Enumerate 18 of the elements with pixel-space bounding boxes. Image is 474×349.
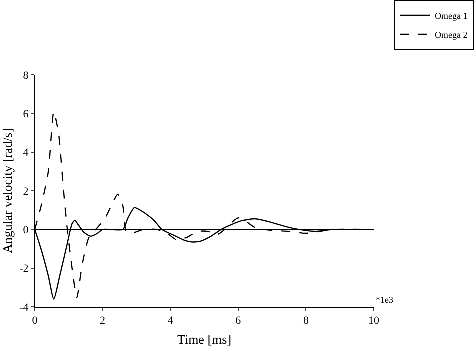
x-tick-label: 6	[236, 315, 242, 328]
x-tick-label: 2	[100, 315, 106, 328]
x-tick-label: 0	[32, 315, 38, 328]
legend-label: Omega 1	[435, 11, 468, 22]
x-axis-title: Time [ms]	[177, 332, 232, 347]
y-tick-label: 8	[23, 70, 30, 82]
y-tick-label: -2	[20, 263, 29, 276]
y-tick-label: 2	[23, 186, 29, 198]
y-tick-label: 6	[23, 108, 30, 121]
y-tick-label: 0	[23, 224, 30, 237]
y-tick-label: -4	[20, 302, 30, 314]
legend-label: Omega 2	[435, 30, 468, 40]
y-axis-title: Angular velocity [rad/s]	[0, 128, 15, 254]
x-tick-label: 8	[303, 315, 310, 328]
text: *1e3	[376, 295, 394, 305]
y-tick-label: 4	[23, 147, 30, 160]
x-tick-label: 4	[168, 315, 174, 328]
x-tick-label: 10	[368, 315, 380, 328]
